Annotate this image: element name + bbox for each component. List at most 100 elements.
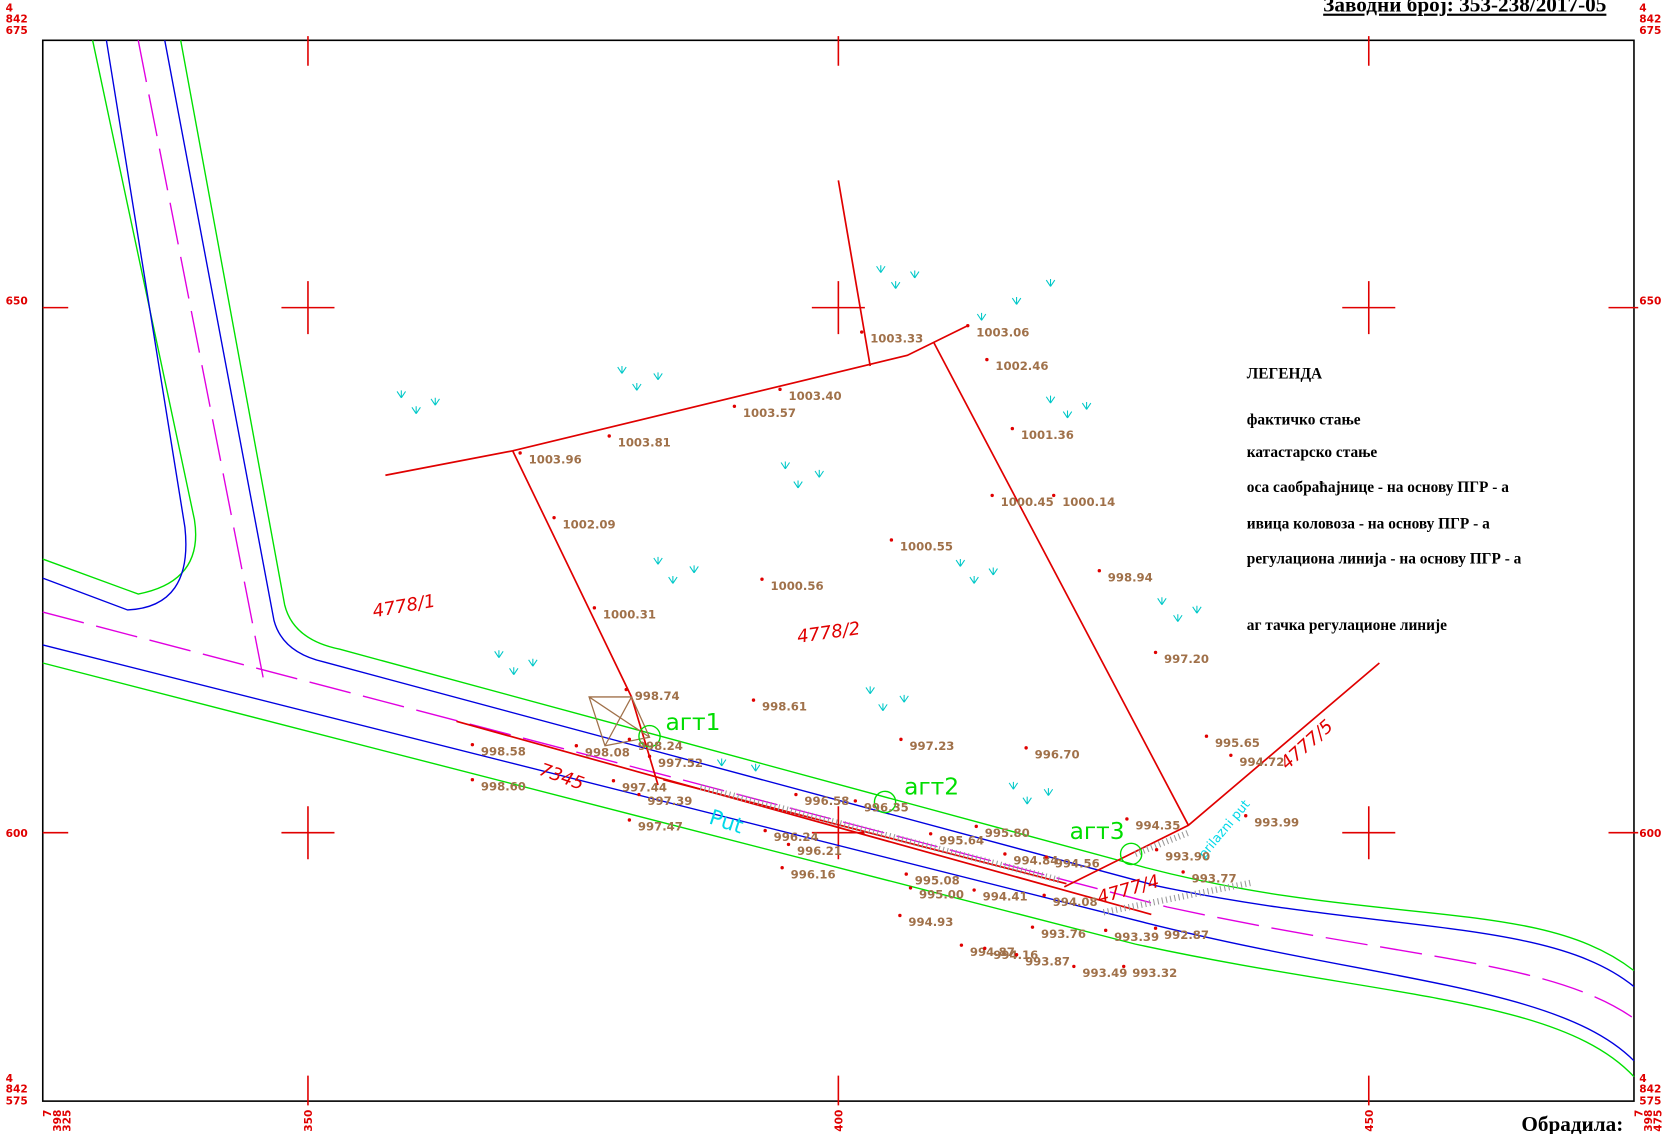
elevation-label: 997.52 — [658, 756, 703, 770]
survey-point — [928, 832, 933, 836]
elevation-label: 997.23 — [909, 739, 954, 753]
vegetation — [668, 575, 678, 584]
survey-point — [763, 828, 767, 833]
vegetation — [1043, 787, 1054, 797]
elevation-label: 1002.09 — [563, 517, 616, 531]
survey-point — [1003, 852, 1007, 856]
elevation-label: 993.39 — [1114, 930, 1159, 944]
roads — [42, 40, 1635, 1078]
survey-point — [574, 744, 579, 748]
survey-point — [794, 792, 798, 797]
frame-label: 600 — [6, 828, 28, 840]
elevation-label: 996.21 — [797, 844, 842, 858]
elevation-label: 998.58 — [481, 744, 526, 758]
survey-point — [899, 737, 903, 742]
survey-point — [1204, 734, 1209, 738]
elevation-label: 993.76 — [1041, 927, 1086, 941]
frame-label: 600 — [1639, 828, 1661, 840]
survey-point — [627, 818, 632, 822]
vegetation — [1045, 278, 1056, 287]
elevation-label: 996.35 — [864, 801, 909, 815]
survey-point — [1044, 855, 1048, 859]
frame-label: 575 — [6, 1095, 28, 1107]
survey-point — [972, 888, 976, 892]
elevation-label: 993.32 — [1132, 966, 1177, 980]
elevation-label: 994.08 — [1053, 895, 1098, 909]
survey-point — [1229, 753, 1233, 757]
elevation-label: 996.70 — [1035, 747, 1080, 761]
vegetation — [955, 558, 966, 568]
point-label: агт1 — [665, 708, 720, 736]
survey-point — [1014, 953, 1019, 957]
elevation-label: 995.65 — [1215, 736, 1260, 750]
vegetation — [617, 365, 627, 374]
elevation-label: 1003.40 — [789, 389, 842, 403]
elevation-label: 997.39 — [647, 794, 692, 808]
survey-point — [470, 742, 475, 747]
elevation-label: 993.77 — [1192, 872, 1237, 886]
elevation-label: 1003.57 — [743, 406, 796, 420]
survey-point — [889, 538, 894, 542]
survey-point — [990, 493, 994, 498]
vegetation — [653, 556, 663, 565]
elevation-label: 998.94 — [1108, 570, 1153, 584]
elevation-label: 1003.96 — [529, 453, 582, 467]
elevation-label: 994.72 — [1239, 755, 1284, 769]
legend-item: фактичко стање — [1247, 411, 1361, 428]
survey-point — [1042, 893, 1046, 898]
frame-label: 675 — [6, 25, 28, 37]
vegetation — [689, 564, 699, 574]
legend-item: ивица коловоза - на основу ПГР - а — [1247, 515, 1490, 532]
frame-label: 4 — [6, 3, 13, 15]
vegetation — [780, 460, 791, 470]
vegetation — [976, 312, 987, 321]
elevation-label: 994.93 — [908, 915, 953, 929]
parcel-label: 4777/4 — [1095, 871, 1162, 909]
frame-label: 398 — [1643, 1110, 1655, 1132]
vegetation — [396, 389, 407, 399]
survey-point — [732, 404, 737, 408]
survey-point — [1010, 426, 1015, 431]
elevation-label: 995.80 — [985, 826, 1030, 840]
survey-point — [1181, 870, 1185, 874]
elevation-label: 993.49 — [1082, 966, 1127, 980]
vegetation — [876, 264, 886, 274]
survey-point — [1154, 848, 1159, 852]
frame-label: 4 — [6, 1073, 13, 1085]
elevation-label: 1000.55 — [900, 540, 953, 554]
survey-point — [470, 777, 475, 782]
elevation-label: 994.35 — [1135, 819, 1180, 833]
elevation-label: 998.74 — [635, 689, 680, 703]
elevation-label: 994.56 — [1055, 857, 1100, 871]
elevation-label: 1000.45 — [1001, 495, 1054, 509]
vegetation — [1157, 596, 1167, 606]
vegetation — [430, 397, 441, 406]
parcel-label: 4778/2 — [796, 618, 862, 648]
vegetation — [1173, 613, 1183, 623]
embankment-hatching — [699, 784, 1253, 916]
legend-item: оса саобраћајнице - на основу ПГР - а — [1247, 479, 1509, 496]
elevation-label: 993.90 — [1165, 849, 1210, 863]
vegetation — [878, 702, 888, 712]
vegetation — [865, 685, 875, 695]
frame-label: 350 — [303, 1110, 315, 1132]
parcel-label: 4778/1 — [371, 591, 437, 623]
legend-title: ЛЕГЕНДА — [1247, 366, 1322, 383]
elevation-label: 997.47 — [638, 820, 683, 834]
point-label: агт2 — [904, 773, 959, 801]
elevation-label: 992.87 — [1164, 928, 1209, 942]
elevation-label: 994.87 — [970, 945, 1015, 959]
survey-point — [647, 754, 652, 759]
legend-item: регулациона линија - на основу ПГР - а — [1247, 550, 1522, 567]
vegetation — [1011, 296, 1022, 305]
survey-point — [1103, 928, 1108, 933]
survey-point — [853, 799, 858, 803]
elevation-label: 998.24 — [638, 739, 683, 753]
survey-point — [760, 577, 764, 581]
survey-point — [607, 434, 611, 438]
frame-label: 650 — [6, 295, 28, 307]
elevation-label: 996.16 — [791, 867, 836, 881]
road-label: Put — [706, 805, 746, 839]
survey-point — [1052, 493, 1056, 498]
